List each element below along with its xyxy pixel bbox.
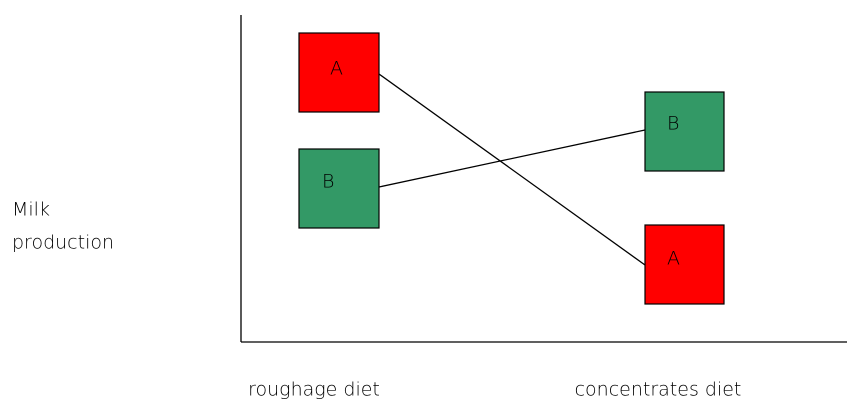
- x-category-label: concentrates diet: [575, 379, 742, 401]
- y-axis-label: Milk: [12, 199, 50, 221]
- node-box: [644, 224, 725, 305]
- y-axis-label: production: [12, 232, 114, 254]
- connector-a: [378, 73, 646, 266]
- node-box: [298, 148, 380, 229]
- node-box: [298, 32, 380, 113]
- node-label: B: [322, 171, 334, 193]
- node-label: B: [667, 113, 679, 135]
- connector-b: [378, 129, 646, 188]
- node-label: A: [667, 248, 680, 270]
- x-category-label: roughage diet: [248, 379, 380, 401]
- node-label: A: [330, 58, 343, 80]
- node-box: [644, 91, 725, 172]
